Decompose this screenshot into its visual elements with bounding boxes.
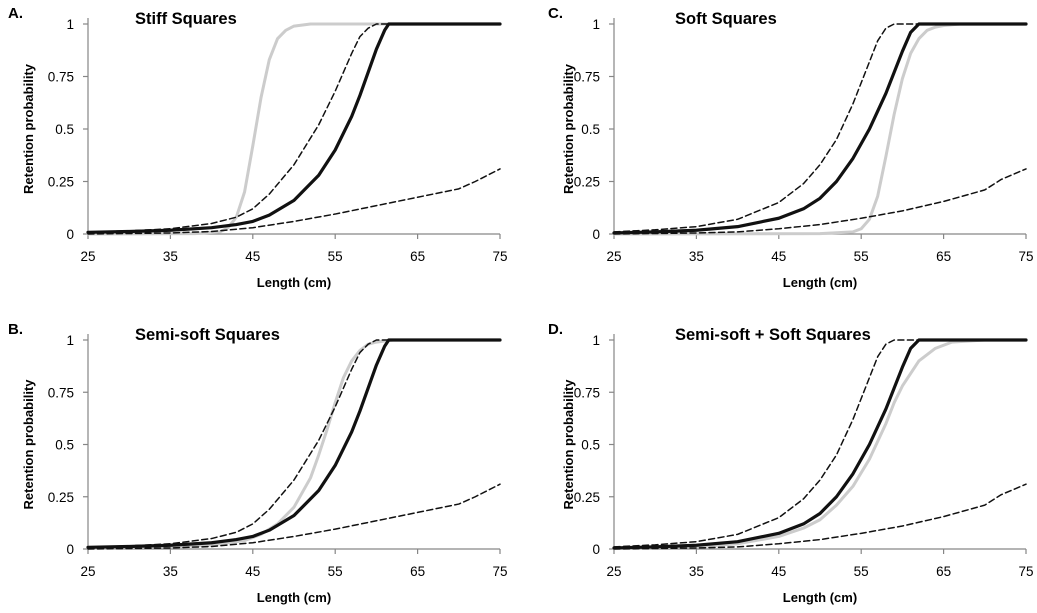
chart-panel-c: 0 0.25 0.5 0.75 1 25 35 45 55 65 75 C. Soft Squares L… [548,5,1034,290]
series-line-comparison-gray [86,338,502,550]
x-tick-label: 45 [771,249,786,264]
x-tick-label: 35 [163,249,178,264]
series-line-estimate-solid [86,338,502,549]
y-tick-label: 0.75 [574,70,600,85]
x-tick-label: 55 [854,249,869,264]
x-tick-label: 75 [492,564,507,579]
chart-panel-b: 0 0.25 0.5 0.75 1 25 35 45 55 65 75 B. Semi-soft Squ… [8,321,508,605]
y-tick-label: 0.25 [574,490,600,505]
y-tick-label: 0.75 [48,70,74,85]
x-tick-label: 65 [936,564,951,579]
x-tick-label: 75 [1018,249,1033,264]
y-tick-label: 0.5 [55,438,74,453]
chart-title: Semi-soft Squares [135,326,280,344]
chart-title: Semi-soft + Soft Squares [675,326,871,344]
series-line-estimate-solid [612,338,1028,550]
x-tick-label: 75 [1018,564,1033,579]
y-tick-label: 0.5 [581,122,600,137]
y-tick-label: 0 [66,542,74,557]
x-tick-label: 25 [606,249,621,264]
chart-title: Stiff Squares [135,10,237,28]
y-tick-label: 0.5 [581,438,600,453]
y-tick-label: 1 [592,333,600,348]
x-tick-label: 65 [410,564,425,579]
series-line-lower-ci-dashed [613,483,1027,550]
x-tick-label: 45 [771,564,786,579]
series-line-upper-ci-dashed [613,339,1027,548]
series-line-lower-ci-dashed [613,168,1027,235]
series-line-estimate-solid [612,22,1028,235]
y-tick-label: 0 [592,542,600,557]
x-axis-title: Length (cm) [257,590,331,605]
x-tick-label: 55 [854,564,869,579]
chart-panel-d: 0 0.25 0.5 0.75 1 25 35 45 55 65 75 D. Semi-soft + S… [548,321,1034,605]
series-line-comparison-gray [612,338,1028,550]
series-line-estimate-solid [86,22,502,234]
chart-panel-a: 0 0.25 0.5 0.75 1 25 35 45 55 65 75 A. Stiff Squares… [8,5,508,290]
series-line-upper-ci-dashed [613,23,1027,233]
x-tick-label: 35 [689,249,704,264]
panel-label: C. [548,5,563,22]
series-line-lower-ci-dashed [87,483,501,550]
y-tick-label: 0.75 [48,385,74,400]
x-tick-label: 65 [936,249,951,264]
x-tick-label: 25 [80,564,95,579]
y-tick-label: 0.25 [48,490,74,505]
series-line-lower-ci-dashed [87,168,501,235]
x-tick-label: 45 [245,564,260,579]
x-axis-title: Length (cm) [783,275,857,290]
panel-label: A. [8,5,23,22]
y-tick-label: 0.75 [574,385,600,400]
series-line-comparison-gray [612,22,1028,236]
y-tick-label: 0.25 [574,175,600,190]
x-tick-label: 65 [410,249,425,264]
y-tick-label: 0.5 [55,122,74,137]
x-tick-label: 35 [689,564,704,579]
x-axis-title: Length (cm) [783,590,857,605]
x-tick-label: 25 [80,249,95,264]
y-tick-label: 1 [66,17,74,32]
panel-label: D. [548,321,563,338]
y-axis-title: Retention probability [561,63,576,194]
x-tick-label: 25 [606,564,621,579]
panel-label: B. [8,321,23,338]
x-tick-label: 75 [492,249,507,264]
x-axis-title: Length (cm) [257,275,331,290]
chart-title: Soft Squares [675,10,777,28]
y-tick-label: 1 [592,17,600,32]
y-axis-title: Retention probability [21,379,36,510]
series-line-comparison-gray [86,22,502,236]
y-axis-title: Retention probability [561,379,576,510]
y-axis-title: Retention probability [21,63,36,194]
y-tick-label: 0 [66,227,74,242]
x-tick-label: 45 [245,249,260,264]
x-tick-label: 55 [328,249,343,264]
x-tick-label: 55 [328,564,343,579]
y-tick-label: 0.25 [48,175,74,190]
x-tick-label: 35 [163,564,178,579]
y-tick-label: 0 [592,227,600,242]
y-tick-label: 1 [66,333,74,348]
